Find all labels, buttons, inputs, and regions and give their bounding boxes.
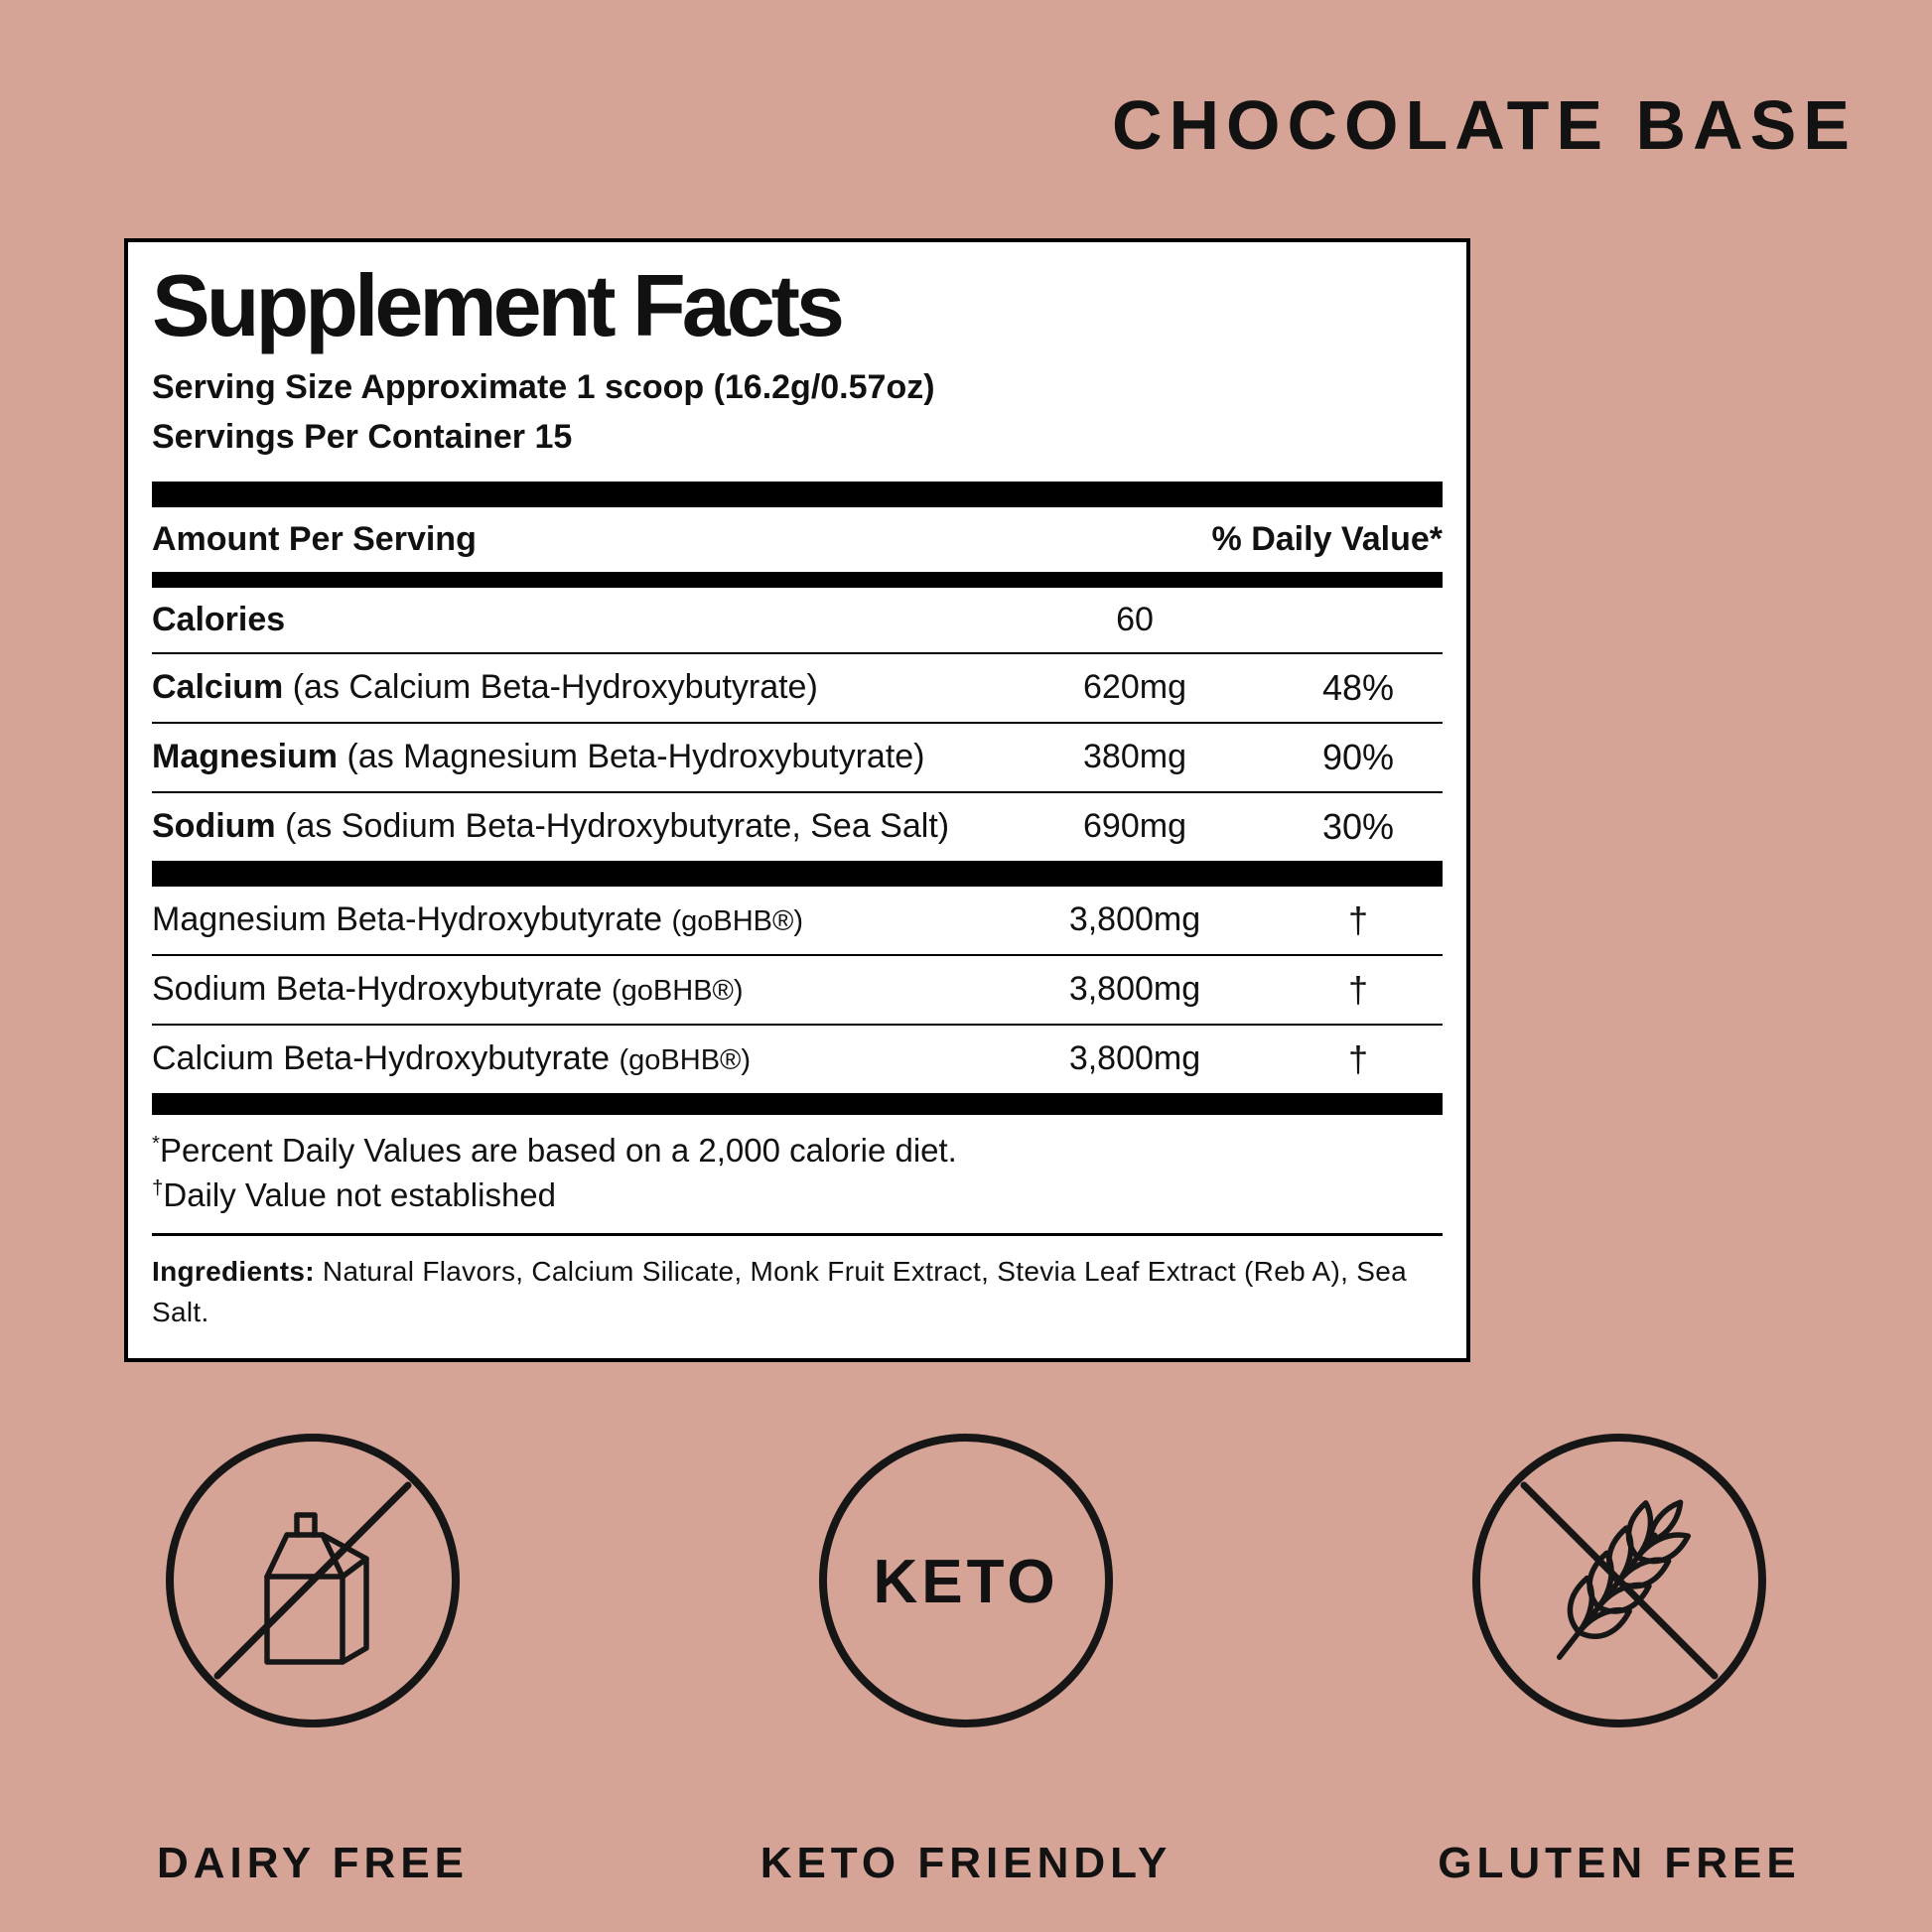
nutrient-name: Sodium [152, 807, 276, 846]
footnote-dagger: †Daily Value not established [152, 1173, 1443, 1218]
serving-size-text: Serving Size Approximate 1 scoop (16.2g/… [152, 368, 935, 407]
ingredient-name-cell: Magnesium Beta-Hydroxybutyrate (goBHB®) [152, 900, 996, 939]
ingredient-dv: † [1347, 1037, 1369, 1079]
nutrient-name-cell: Calories [152, 601, 996, 639]
nutrient-name: Calcium [152, 668, 284, 707]
divider-bar-header [152, 571, 1443, 588]
servings-per-container-text: Servings Per Container 15 [152, 417, 573, 456]
nutrient-rows-group: Calories 60 Calcium (as Calcium Beta-Hyd… [152, 588, 1443, 861]
footnotes: *Percent Daily Values are based on a 2,0… [152, 1129, 1443, 1217]
ingredients-label: Ingredients: [152, 1256, 315, 1288]
ingredient-name: Calcium Beta-Hydroxybutyrate [152, 1039, 611, 1078]
table-row-calcium: Calcium (as Calcium Beta-Hydroxybutyrate… [152, 651, 1443, 722]
badge-label: GLUTEN FREE [1438, 1839, 1801, 1887]
no-dairy-icon [166, 1434, 460, 1727]
nutrient-desc: (as Calcium Beta-Hydroxybutyrate) [292, 668, 818, 707]
nutrient-desc: (as Magnesium Beta-Hydroxybutyrate) [346, 738, 925, 776]
amount-per-serving-header: Amount Per Serving [152, 519, 477, 558]
keto-icon-text: KETO [873, 1548, 1058, 1616]
table-row-magnesium: Magnesium (as Magnesium Beta-Hydroxybuty… [152, 721, 1443, 791]
badge-gluten-free: GLUTEN FREE [1401, 1432, 1838, 1888]
table-header-row: Amount Per Serving % Daily Value* [152, 507, 1443, 572]
ingredient-brand: (goBHB®) [671, 905, 804, 938]
nutrient-name-cell: Magnesium (as Magnesium Beta-Hydroxybuty… [152, 738, 996, 776]
divider-bar-bottom [152, 1092, 1443, 1115]
badge-dairy-free: DAIRY FREE [94, 1432, 531, 1888]
table-row-sodium-bhb: Sodium Beta-Hydroxybutyrate (goBHB®) 3,8… [152, 953, 1443, 1024]
supplement-facts-panel: Supplement Facts Serving Size Approximat… [124, 238, 1470, 1363]
nutrient-desc: (as Sodium Beta-Hydroxybutyrate, Sea Sal… [285, 807, 950, 846]
flavor-title: CHOCOLATE BASE [1111, 86, 1857, 164]
ingredient-name-cell: Sodium Beta-Hydroxybutyrate (goBHB®) [152, 970, 996, 1009]
no-gluten-icon [1472, 1434, 1766, 1727]
footnote-symbol: † [152, 1175, 164, 1199]
nutrient-name: Magnesium [152, 738, 339, 776]
nutrient-amount: 380mg [1083, 738, 1186, 776]
nutrient-name-cell: Calcium (as Calcium Beta-Hydroxybutyrate… [152, 668, 996, 707]
table-row-magnesium-bhb: Magnesium Beta-Hydroxybutyrate (goBHB®) … [152, 887, 1443, 954]
nutrient-dv: 30% [1321, 805, 1395, 847]
ingredient-amount: 3,800mg [1068, 1039, 1201, 1078]
ingredients-paragraph: Ingredients: Natural Flavors, Calcium Si… [152, 1233, 1443, 1332]
badge-row: DAIRY FREE KETO KETO FRIENDLY [0, 1432, 1932, 1888]
ingredient-name-cell: Calcium Beta-Hydroxybutyrate (goBHB®) [152, 1039, 996, 1078]
footnote-symbol: * [152, 1131, 160, 1155]
panel-title: Supplement Facts [152, 256, 845, 354]
table-row-calories: Calories 60 [152, 588, 1443, 652]
badge-keto: KETO KETO FRIENDLY [748, 1432, 1184, 1888]
nutrient-amount: 60 [1116, 600, 1154, 638]
divider-bar-middle [152, 860, 1443, 887]
ingredient-amount: 3,800mg [1068, 970, 1201, 1009]
nutrient-name-cell: Sodium (as Sodium Beta-Hydroxybutyrate, … [152, 807, 996, 846]
ingredient-name: Magnesium Beta-Hydroxybutyrate [152, 900, 663, 939]
ingredients-text: Natural Flavors, Calcium Silicate, Monk … [152, 1256, 1407, 1327]
ingredient-dv: † [1347, 898, 1369, 940]
nutrient-amount: 690mg [1083, 807, 1186, 846]
badge-label: DAIRY FREE [156, 1839, 470, 1887]
nutrient-dv: 90% [1321, 736, 1395, 777]
bhb-rows-group: Magnesium Beta-Hydroxybutyrate (goBHB®) … [152, 887, 1443, 1093]
nutrient-name: Calories [152, 600, 286, 638]
badge-label: KETO FRIENDLY [759, 1839, 1173, 1887]
ingredient-brand: (goBHB®) [612, 975, 744, 1008]
keto-icon: KETO [819, 1434, 1113, 1727]
table-row-sodium: Sodium (as Sodium Beta-Hydroxybutyrate, … [152, 790, 1443, 861]
ingredient-name: Sodium Beta-Hydroxybutyrate [152, 970, 603, 1009]
nutrient-dv: 48% [1321, 666, 1395, 708]
ingredient-brand: (goBHB®) [619, 1044, 752, 1077]
footnote-text: Daily Value not established [163, 1175, 557, 1213]
ingredient-amount: 3,800mg [1068, 900, 1201, 939]
daily-value-header: % Daily Value* [1211, 519, 1443, 558]
footnote-daily-value: *Percent Daily Values are based on a 2,0… [152, 1129, 1443, 1173]
table-row-calcium-bhb: Calcium Beta-Hydroxybutyrate (goBHB®) 3,… [152, 1023, 1443, 1093]
ingredient-dv: † [1347, 968, 1369, 1010]
divider-bar-top [152, 481, 1443, 507]
nutrient-amount: 620mg [1083, 668, 1186, 707]
footnote-text: Percent Daily Values are based on a 2,00… [159, 1131, 957, 1169]
